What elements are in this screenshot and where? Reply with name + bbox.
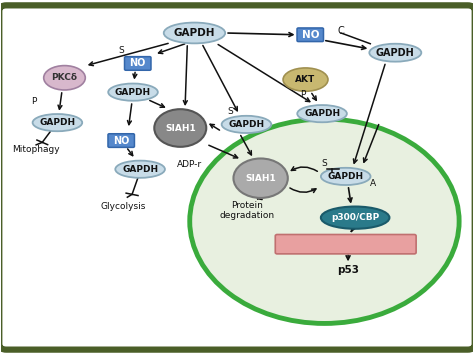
Ellipse shape bbox=[108, 84, 158, 101]
Text: NO: NO bbox=[113, 136, 129, 145]
FancyBboxPatch shape bbox=[275, 234, 416, 254]
Ellipse shape bbox=[321, 168, 371, 185]
FancyBboxPatch shape bbox=[108, 134, 135, 147]
Text: GAPDH: GAPDH bbox=[328, 172, 364, 181]
Text: p300/CBP: p300/CBP bbox=[331, 213, 379, 222]
Circle shape bbox=[190, 119, 459, 323]
Text: GAPDH: GAPDH bbox=[39, 118, 75, 127]
Text: GAPDH: GAPDH bbox=[228, 120, 264, 129]
Text: A: A bbox=[370, 179, 376, 188]
Text: AKT: AKT bbox=[295, 75, 316, 84]
Ellipse shape bbox=[369, 44, 421, 62]
Text: P: P bbox=[31, 96, 36, 105]
Text: ADP-r: ADP-r bbox=[176, 161, 201, 170]
Text: p53: p53 bbox=[337, 265, 359, 275]
Text: NO: NO bbox=[301, 30, 319, 40]
Text: NO: NO bbox=[129, 58, 146, 68]
Ellipse shape bbox=[297, 105, 347, 122]
Text: GAPDH: GAPDH bbox=[376, 48, 415, 58]
Text: C: C bbox=[337, 26, 344, 36]
Text: S: S bbox=[321, 159, 328, 168]
Text: GAPDH: GAPDH bbox=[122, 165, 158, 174]
Text: S: S bbox=[227, 107, 233, 116]
Ellipse shape bbox=[33, 114, 82, 131]
Ellipse shape bbox=[155, 109, 206, 147]
Text: GAPDH: GAPDH bbox=[173, 28, 215, 38]
FancyBboxPatch shape bbox=[297, 28, 323, 41]
Ellipse shape bbox=[115, 161, 165, 178]
Ellipse shape bbox=[283, 68, 328, 91]
Ellipse shape bbox=[222, 116, 271, 133]
Text: Protein
degradation: Protein degradation bbox=[220, 201, 275, 220]
Text: SIAH1: SIAH1 bbox=[245, 174, 276, 183]
Text: GAPDH: GAPDH bbox=[115, 87, 151, 96]
Text: S: S bbox=[118, 46, 124, 55]
FancyBboxPatch shape bbox=[0, 5, 474, 350]
Ellipse shape bbox=[321, 207, 390, 229]
Text: P: P bbox=[301, 90, 306, 99]
Text: Mitophagy: Mitophagy bbox=[12, 145, 60, 154]
Ellipse shape bbox=[234, 158, 288, 198]
Text: GAPDH: GAPDH bbox=[304, 109, 340, 118]
FancyBboxPatch shape bbox=[125, 57, 151, 70]
Text: SIAH1: SIAH1 bbox=[165, 123, 196, 132]
Text: PKCδ: PKCδ bbox=[52, 73, 77, 82]
Ellipse shape bbox=[44, 66, 85, 90]
Ellipse shape bbox=[164, 23, 225, 43]
Text: Glycolysis: Glycolysis bbox=[101, 202, 146, 211]
